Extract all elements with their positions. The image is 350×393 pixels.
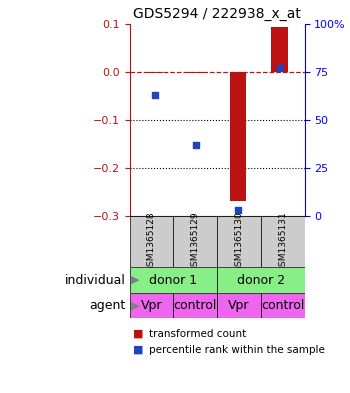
Bar [130, 293, 173, 318]
Bar [188, 72, 204, 73]
Text: Vpr: Vpr [228, 299, 250, 312]
Text: GSM1365131: GSM1365131 [278, 211, 287, 272]
Bar [217, 293, 261, 318]
Bar [217, 267, 304, 293]
Bar [173, 216, 217, 267]
Text: agent: agent [90, 299, 126, 312]
Bar [261, 293, 304, 318]
Bar [130, 267, 217, 293]
Title: GDS5294 / 222938_x_at: GDS5294 / 222938_x_at [133, 7, 301, 21]
Bar [173, 293, 217, 318]
Bar [217, 216, 261, 267]
Text: ▶: ▶ [131, 275, 140, 285]
Bar [230, 72, 246, 201]
Bar [271, 28, 288, 72]
Text: ■: ■ [133, 345, 144, 355]
Text: donor 2: donor 2 [237, 274, 285, 286]
Text: donor 1: donor 1 [149, 274, 197, 286]
Bar [130, 216, 173, 267]
Text: control: control [261, 299, 304, 312]
Point [152, 92, 157, 98]
Text: control: control [174, 299, 217, 312]
Text: GSM1365130: GSM1365130 [234, 211, 243, 272]
Text: GSM1365129: GSM1365129 [191, 211, 199, 272]
Point [235, 207, 241, 213]
Point [193, 142, 199, 148]
Bar [261, 216, 304, 267]
Text: individual: individual [65, 274, 126, 286]
Point [277, 65, 282, 71]
Text: percentile rank within the sample: percentile rank within the sample [149, 345, 325, 355]
Text: GSM1365128: GSM1365128 [147, 211, 156, 272]
Text: ▶: ▶ [131, 301, 140, 310]
Text: transformed count: transformed count [149, 329, 246, 339]
Bar [146, 72, 163, 73]
Text: Vpr: Vpr [141, 299, 162, 312]
Text: ■: ■ [133, 329, 144, 339]
